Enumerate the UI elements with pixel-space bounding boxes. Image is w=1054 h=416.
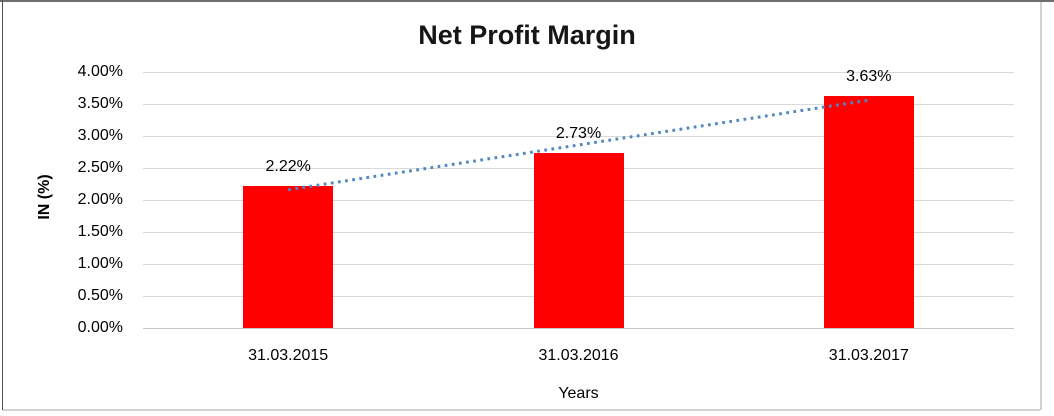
y-axis-tick-label: 0.00% [77, 319, 123, 336]
chart-frame-top [0, 0, 1054, 2]
y-axis-tick-label: 4.00% [77, 63, 123, 80]
y-axis-tick-label: 2.50% [77, 159, 123, 176]
x-axis-title: Years [558, 385, 599, 402]
chart-frame-right [1040, 2, 1042, 410]
chart-title: Net Profit Margin [418, 20, 636, 50]
plot-area [143, 72, 1014, 329]
chart-frame-bottom [3, 409, 1040, 411]
x-axis-tick-label: 31.03.2015 [248, 347, 329, 364]
bar-31.03.2016 [533, 153, 624, 328]
gridline [143, 72, 1014, 73]
y-axis-tick-label: 1.50% [77, 223, 123, 240]
y-axis-tick-label: 1.00% [77, 255, 123, 272]
y-axis-tick-label: 0.50% [77, 287, 123, 304]
bar-31.03.2017 [823, 95, 914, 328]
bar-data-label: 2.73% [555, 125, 602, 143]
bar-data-label: 2.22% [265, 157, 311, 175]
y-axis-tick-label: 2.00% [77, 191, 123, 208]
chart-frame-left [2, 0, 3, 410]
trendline [287, 98, 870, 192]
y-axis-tick-label: 3.00% [77, 127, 123, 144]
bar-data-label: 3.63% [846, 67, 892, 85]
bar-31.03.2015 [243, 185, 334, 328]
x-axis-tick-label: 31.03.2017 [828, 347, 909, 364]
y-axis-tick-label: 3.50% [77, 95, 123, 112]
x-axis-tick-label: 31.03.2016 [538, 347, 619, 364]
gridline [143, 136, 1014, 137]
gridline [143, 104, 1014, 105]
gridline [143, 328, 1014, 329]
